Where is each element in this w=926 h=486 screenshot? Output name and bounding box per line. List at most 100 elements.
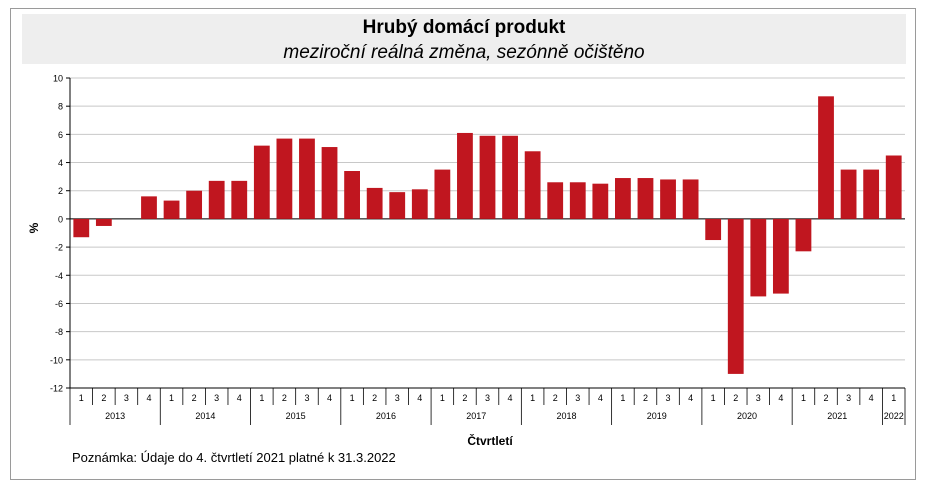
y-tick-label: -6 (55, 299, 63, 309)
bar (885, 155, 902, 219)
year-label: 2018 (556, 411, 576, 421)
bar (95, 218, 112, 226)
y-tick-label: -12 (50, 384, 63, 394)
bar (615, 178, 631, 219)
bar (186, 190, 203, 219)
x-tick-label: 3 (124, 393, 129, 403)
year-label: 2020 (737, 411, 757, 421)
year-label: 2016 (376, 411, 396, 421)
x-tick-label: 2 (282, 393, 287, 403)
bar (569, 182, 586, 219)
x-axis: 1 2 3 4 1 2 3 4 1 2 3 4 1 2 3 4 1 2 3 4 1 2 3 4 1 2 3 4 1 2 3 4 1 2 3 4 1 201… (69, 387, 906, 425)
x-tick-label: 1 (891, 393, 896, 403)
bar (141, 196, 157, 219)
x-tick-label: 4 (237, 393, 242, 403)
x-tick-label: 2 (824, 393, 829, 403)
x-tick-label: 4 (327, 393, 332, 403)
bar (795, 218, 812, 252)
x-tick-label: 2 (372, 393, 377, 403)
x-tick-label: 2 (643, 393, 648, 403)
x-tick-label: 3 (846, 393, 851, 403)
bar (772, 218, 789, 294)
x-tick-label: 3 (575, 393, 580, 403)
chart-subtitle: meziroční reálná změna, sezónně očištěno (283, 42, 645, 63)
footnote: Poznámka: Údaje do 4. čtvrtletí 2021 pla… (72, 450, 396, 465)
y-axis: -12 -10 -8 -6 -4 -2 0 2 4 6 8 10 (50, 74, 71, 394)
bar (457, 132, 473, 219)
bar (840, 169, 857, 219)
year-label: 2015 (286, 411, 306, 421)
y-tick-label: 8 (58, 102, 63, 112)
x-tick-label: 1 (169, 393, 174, 403)
x-tick-label: 3 (214, 393, 219, 403)
x-tick-label: 2 (101, 393, 106, 403)
x-tick-label: 4 (146, 393, 151, 403)
x-tick-label: 4 (778, 393, 783, 403)
y-tick-label: 4 (58, 158, 63, 168)
y-tick-label: -8 (55, 327, 63, 337)
x-tick-label: 4 (598, 393, 603, 403)
x-tick-label: 2 (462, 393, 467, 403)
y-tick-label: -10 (50, 355, 63, 365)
bar (434, 169, 451, 219)
x-tick-label: 1 (711, 393, 716, 403)
x-tick-label: 4 (869, 393, 874, 403)
y-tick-label: 0 (58, 214, 63, 224)
bar (705, 218, 722, 241)
bar (637, 178, 654, 219)
bar (592, 183, 609, 219)
x-tick-label: 1 (259, 393, 264, 403)
bar (344, 171, 360, 219)
bar (660, 179, 676, 219)
title-band (22, 14, 906, 64)
x-tick-label: 1 (350, 393, 355, 403)
bar (863, 169, 880, 219)
x-tick-label: 2 (192, 393, 197, 403)
bar (682, 179, 699, 219)
x-tick-label: 3 (395, 393, 400, 403)
x-tick-label: 1 (620, 393, 625, 403)
year-label: 2019 (647, 411, 667, 421)
bar (411, 189, 428, 219)
y-tick-label: -4 (55, 271, 63, 281)
x-tick-label: 2 (553, 393, 558, 403)
bar (208, 180, 225, 219)
year-label: 2021 (827, 411, 847, 421)
year-label: 2013 (105, 411, 125, 421)
bar (750, 218, 767, 297)
bar (231, 180, 248, 219)
bar (389, 192, 406, 219)
y-tick-label: -2 (55, 243, 63, 253)
x-tick-label: 1 (530, 393, 535, 403)
x-tick-label: 3 (304, 393, 309, 403)
bar (253, 145, 270, 219)
x-tick-label: 2 (733, 393, 738, 403)
bar (547, 182, 564, 219)
x-tick-label: 4 (508, 393, 513, 403)
bar (299, 138, 315, 219)
x-axis-label: Čtvrtletí (467, 433, 513, 448)
x-tick-label: 3 (756, 393, 761, 403)
y-tick-label: 6 (58, 130, 63, 140)
bar (73, 218, 90, 238)
chart-title: Hrubý domácí produkt (362, 17, 566, 38)
y-tick-label: 10 (53, 74, 63, 84)
x-tick-label: 3 (485, 393, 490, 403)
x-tick-label: 4 (688, 393, 693, 403)
bar (727, 218, 744, 374)
bar (321, 147, 338, 219)
x-tick-label: 1 (79, 393, 84, 403)
bar (818, 96, 834, 219)
bars (73, 96, 902, 374)
bar (479, 135, 496, 219)
year-label: 2014 (195, 411, 215, 421)
bar (276, 138, 293, 219)
x-tick-label: 1 (440, 393, 445, 403)
y-tick-label: 2 (58, 186, 63, 196)
bar (366, 187, 383, 219)
year-label: 2022 (884, 411, 904, 421)
y-axis-label: % (27, 222, 41, 233)
year-label: 2017 (466, 411, 486, 421)
x-tick-label: 1 (801, 393, 806, 403)
